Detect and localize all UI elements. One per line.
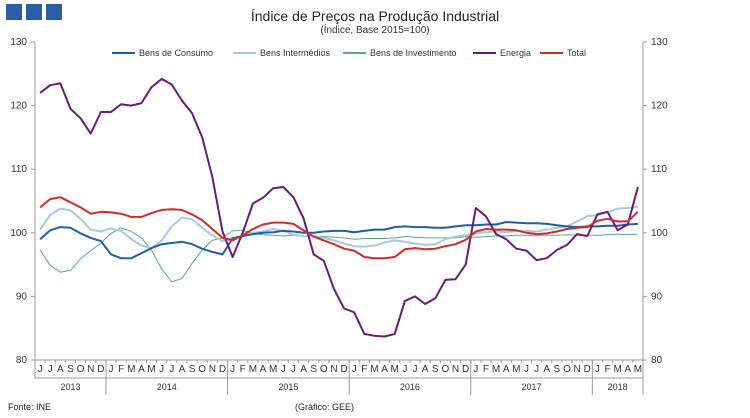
y-tick-label-left: 80 [16,355,28,366]
x-tick-label: A [260,364,267,375]
x-tick-label: S [432,364,439,375]
y-tick-label-right: 110 [651,164,667,175]
x-tick-label: J [352,364,357,375]
x-tick-label: A [624,364,631,375]
x-tick-label: O [198,364,206,375]
y-tick-label-left: 100 [10,228,27,239]
y-tick-label-right: 100 [651,228,668,239]
x-tick-label: O [442,364,450,375]
year-label: 2015 [278,382,298,392]
legend: Bens de Consumo Bens Intermédios Bens de I… [112,48,586,58]
y-tick-label-left: 130 [10,37,27,48]
x-tick-label: M [370,364,378,375]
x-tick-label: O [320,364,328,375]
x-tick-label: N [452,364,459,375]
x-tick-label: M [391,364,399,375]
x-tick-label: F [604,364,610,375]
x-tick-label: D [462,364,469,375]
x-tick-label: J [48,364,53,375]
x-tick-label: A [179,364,186,375]
x-tick-label: D [97,364,104,375]
chart-credit: (Gráfico: GEE) [295,402,355,412]
x-tick-label: J [230,364,235,375]
x-tick-label: J [109,364,114,375]
year-label: 2017 [522,382,542,392]
y-tick-label-left: 90 [16,291,28,302]
series-line [39,205,639,250]
x-tick-label: F [240,364,246,375]
x-tick-label: M [269,364,277,375]
x-tick-label: A [300,364,307,375]
x-tick-label: S [67,364,74,375]
x-tick-label: D [340,364,347,375]
y-tick-label-right: 120 [651,101,668,112]
x-tick-label: S [554,364,561,375]
year-label: 2014 [157,382,177,392]
y-tick-label-right: 130 [651,37,668,48]
x-tick-label: A [422,364,429,375]
x-tick-label: A [543,364,550,375]
x-tick-label: F [118,364,124,375]
x-tick-label: J [402,364,407,375]
year-label: 2013 [60,382,80,392]
x-tick-label: O [563,364,571,375]
x-tick-label: N [209,364,216,375]
x-tick-label: J [291,364,296,375]
legend-label: Total [567,48,586,58]
x-tick-label: N [574,364,581,375]
x-tick-label: J [413,364,418,375]
year-label: 2016 [400,382,420,392]
year-label: 2018 [608,382,628,392]
x-tick-label: J [159,364,164,375]
x-tick-label: D [584,364,591,375]
x-tick-label: S [310,364,317,375]
x-tick-label: S [189,364,196,375]
x-tick-label: F [361,364,367,375]
x-tick-label: A [381,364,388,375]
x-tick-label: M [613,364,621,375]
x-tick-label: J [534,364,539,375]
x-tick-label: A [503,364,510,375]
x-tick-label: D [219,364,226,375]
y-tick-label-right: 90 [651,291,663,302]
x-tick-label: M [127,364,135,375]
y-tick-label-left: 120 [10,101,27,112]
chart-subtitle: (Índice, Base 2015=100) [320,25,430,36]
logo [6,4,62,20]
x-tick-label: O [77,364,85,375]
x-tick-label: F [483,364,489,375]
series-line [39,221,638,260]
x-tick-label: J [595,364,600,375]
legend-label: Bens Intermédios [260,48,331,58]
legend-label: Energia [500,48,531,58]
x-tick-label: M [147,364,155,375]
x-tick-label: J [281,364,286,375]
x-tick-label: M [512,364,520,375]
y-tick-label-left: 110 [11,164,27,175]
series-line [39,227,638,283]
chart-title: Índice de Preços na Produção Industrial [250,8,500,24]
x-tick-label: A [57,364,64,375]
series-line [39,196,639,260]
series-line [39,77,639,338]
x-tick-label: N [330,364,337,375]
x-tick-label: J [473,364,478,375]
x-tick-label: M [634,364,642,375]
x-tick-label: J [169,364,174,375]
x-tick-label: J [524,364,529,375]
x-tick-label: M [492,364,500,375]
x-tick-label: J [38,364,43,375]
x-tick-label: N [87,364,94,375]
x-tick-label: A [138,364,145,375]
y-tick-label-right: 80 [651,355,663,366]
source-note: Fonte: INE [8,402,52,412]
legend-label: Bens de Investimento [370,48,457,58]
legend-label: Bens de Consumo [139,48,213,58]
x-tick-label: M [249,364,257,375]
